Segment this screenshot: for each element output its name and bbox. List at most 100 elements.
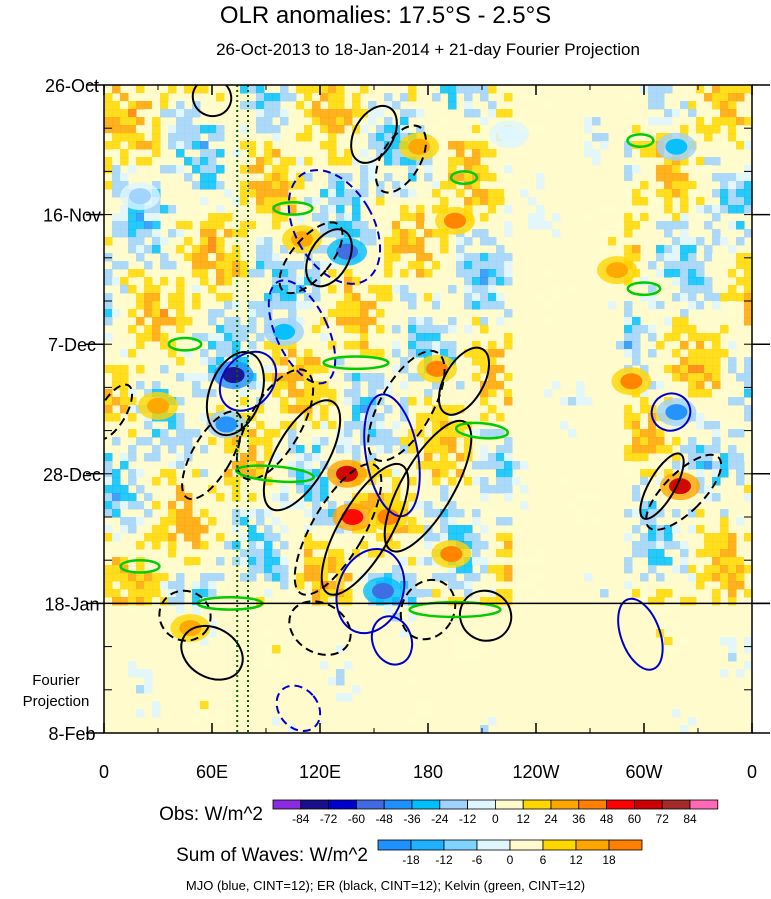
field-cell <box>224 333 233 342</box>
field-cell <box>288 285 297 294</box>
field-cell <box>296 101 305 110</box>
field-cell <box>144 437 153 446</box>
field-cell <box>304 541 313 550</box>
y-tick-label: 18-Jan <box>44 594 99 614</box>
field-cell <box>224 541 233 550</box>
field-cell <box>712 85 721 94</box>
field-cell <box>136 485 145 494</box>
field-cell <box>328 589 337 598</box>
field-cell <box>352 213 361 222</box>
field-cell <box>288 389 297 398</box>
field-cell <box>144 301 153 310</box>
field-cell <box>120 101 129 110</box>
field-cell <box>312 437 321 446</box>
field-cell <box>288 125 297 134</box>
field-cell <box>136 589 145 598</box>
field-cell <box>464 165 473 174</box>
field-cell <box>488 373 497 382</box>
field-cell <box>328 581 337 590</box>
field-cell <box>304 509 313 518</box>
field-cell <box>232 525 241 534</box>
field-cell <box>120 461 129 470</box>
field-cell <box>216 181 225 190</box>
field-cell <box>400 413 409 422</box>
field-cell <box>192 253 201 262</box>
field-cell <box>168 261 177 270</box>
field-cell <box>152 301 161 310</box>
field-cell <box>488 597 497 606</box>
field-cell <box>496 589 505 598</box>
field-cell <box>320 189 329 198</box>
field-cell <box>432 445 441 454</box>
field-cell <box>272 557 281 566</box>
field-cell <box>416 317 425 326</box>
field-cell <box>504 269 513 278</box>
field-cell <box>384 125 393 134</box>
field-cell <box>216 405 225 414</box>
field-cell <box>160 109 169 118</box>
field-cell <box>344 437 353 446</box>
field-cell <box>264 125 273 134</box>
field-cell <box>360 309 369 318</box>
field-cell <box>744 229 752 238</box>
field-cell <box>744 269 752 278</box>
field-cell <box>736 461 745 470</box>
field-cell <box>712 237 721 246</box>
field-cell <box>504 541 513 550</box>
field-cell <box>392 157 401 166</box>
field-cell <box>472 285 481 294</box>
field-cell <box>432 181 441 190</box>
field-cell <box>248 445 257 454</box>
field-cell <box>464 541 473 550</box>
field-cell <box>104 501 113 510</box>
field-cell <box>448 565 457 574</box>
field-cell <box>392 541 401 550</box>
field-cell <box>320 565 329 574</box>
field-cell <box>264 253 273 262</box>
field-cell <box>704 277 713 286</box>
field-cell <box>704 245 713 254</box>
field-cell <box>240 573 249 582</box>
field-cell <box>680 637 689 646</box>
field-cell <box>112 125 121 134</box>
field-cell <box>472 277 481 286</box>
field-cell <box>176 109 185 118</box>
wave-contour-er <box>639 452 685 520</box>
field-cell <box>400 269 409 278</box>
field-cell <box>728 245 737 254</box>
field-cell <box>744 85 752 94</box>
field-cell <box>744 389 752 398</box>
field-cell <box>136 229 145 238</box>
field-cell <box>728 653 737 662</box>
field-cell <box>504 573 513 582</box>
field-cell <box>392 253 401 262</box>
field-cell <box>336 293 345 302</box>
field-cell <box>328 501 337 510</box>
field-cell <box>720 93 729 102</box>
field-cell <box>240 333 249 342</box>
field-cell <box>408 509 417 518</box>
field-cell <box>616 237 625 246</box>
field-cell <box>344 429 353 438</box>
field-cell <box>400 365 409 374</box>
field-cell <box>408 213 417 222</box>
field-cell <box>176 517 185 526</box>
field-cell <box>744 197 752 206</box>
field-cell <box>160 533 169 542</box>
field-cell <box>712 437 721 446</box>
field-cell <box>280 493 289 502</box>
field-cell <box>192 133 201 142</box>
field-cell <box>104 133 113 142</box>
field-cell <box>688 565 697 574</box>
field-cell <box>352 157 361 166</box>
field-cell <box>720 101 729 110</box>
field-cell <box>640 533 649 542</box>
field-cell <box>728 589 737 598</box>
field-cell <box>592 149 601 158</box>
field-cell <box>624 589 633 598</box>
field-cell <box>224 213 233 222</box>
field-cell <box>440 453 449 462</box>
field-cell <box>424 461 433 470</box>
field-cell <box>688 325 697 334</box>
field-cell <box>352 317 361 326</box>
